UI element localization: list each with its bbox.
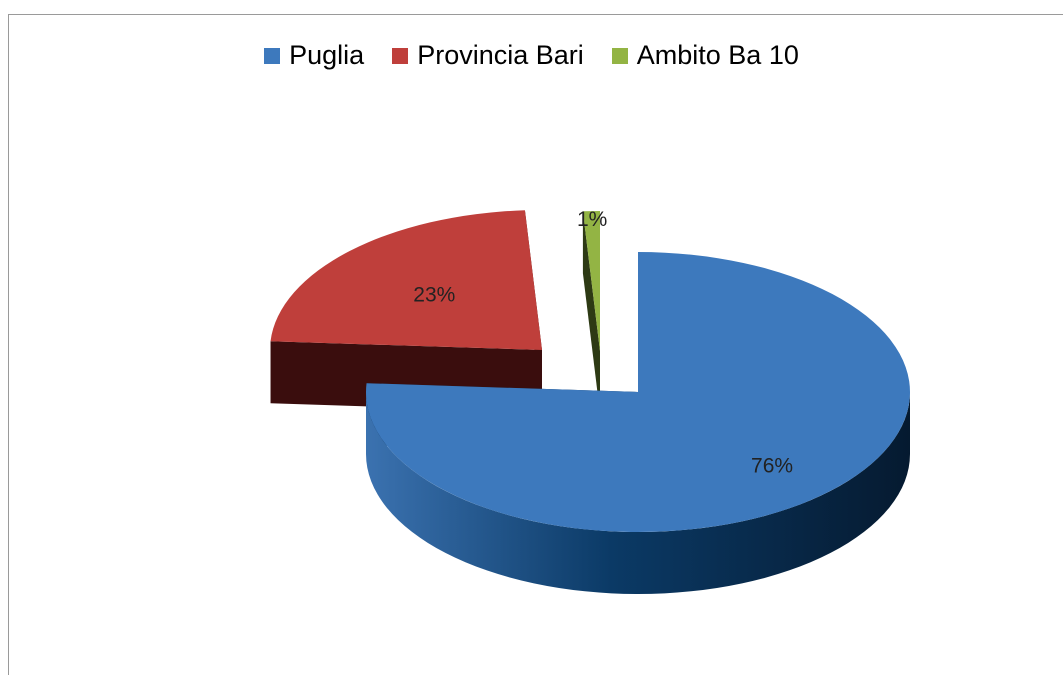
pie-side-puglia bbox=[366, 392, 910, 594]
data-label-ambito-ba-10: 1% bbox=[577, 208, 607, 231]
legend-label-ambito-ba-10: Ambito Ba 10 bbox=[636, 40, 799, 70]
data-label-provincia-bari: 23% bbox=[413, 284, 455, 307]
legend-item-ambito-ba-10: Ambito Ba 10 bbox=[611, 40, 799, 71]
pie-top-provincia-bari bbox=[270, 210, 542, 350]
legend-swatch-ambito-ba-10 bbox=[611, 47, 628, 64]
pie-top-puglia bbox=[366, 252, 910, 532]
legend-label-provincia-bari: Provincia Bari bbox=[417, 40, 584, 70]
legend-item-puglia: Puglia bbox=[264, 40, 364, 71]
legend-swatch-provincia-bari bbox=[392, 47, 409, 64]
pie-slice-ambito-ba-10 bbox=[582, 211, 600, 413]
data-label-puglia: 76% bbox=[751, 454, 793, 477]
legend-item-provincia-bari: Provincia Bari bbox=[392, 40, 584, 71]
pie-cut-face-ambito-ba-10-0 bbox=[582, 211, 600, 413]
chart-frame bbox=[8, 14, 1063, 675]
pie-slice-puglia bbox=[366, 252, 910, 594]
pie-slice-provincia-bari bbox=[270, 210, 542, 412]
legend-label-puglia: Puglia bbox=[289, 40, 365, 70]
legend-swatch-puglia bbox=[264, 47, 281, 64]
pie-top-ambito-ba-10 bbox=[582, 211, 600, 351]
chart-legend: Puglia Provincia Bari Ambito Ba 10 bbox=[0, 40, 1063, 71]
